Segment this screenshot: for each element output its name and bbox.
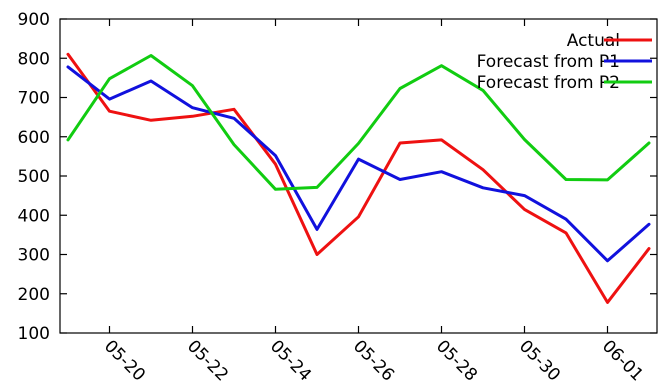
y-tick-label: 400 [18, 206, 50, 226]
series-lines [66, 52, 651, 304]
series-line-2 [66, 54, 651, 191]
legend-label-0: Actual [567, 31, 620, 51]
x-tick-label: 05-22 [183, 336, 232, 381]
y-tick-label: 100 [18, 324, 50, 344]
y-tick-label: 700 [18, 89, 50, 109]
y-tick-label: 200 [18, 285, 50, 305]
series-line-1 [66, 65, 651, 263]
x-tick-label: 05-26 [349, 336, 398, 381]
y-tick-label: 500 [18, 167, 50, 187]
legend-label-1: Forecast from P1 [477, 52, 620, 72]
y-tick-label: 300 [18, 246, 50, 266]
x-tick-label: 06-01 [598, 336, 647, 381]
legend-label-2: Forecast from P2 [477, 73, 620, 93]
series-line-0 [66, 52, 651, 304]
x-tick-label: 05-28 [432, 336, 481, 381]
y-tick-label: 800 [18, 49, 50, 69]
x-tick-label: 05-24 [266, 336, 315, 381]
y-tick-label: 600 [18, 128, 50, 148]
x-tick-label: 05-20 [100, 336, 149, 381]
x-tick-label: 05-30 [515, 336, 564, 381]
y-tick-label: 900 [18, 10, 50, 30]
